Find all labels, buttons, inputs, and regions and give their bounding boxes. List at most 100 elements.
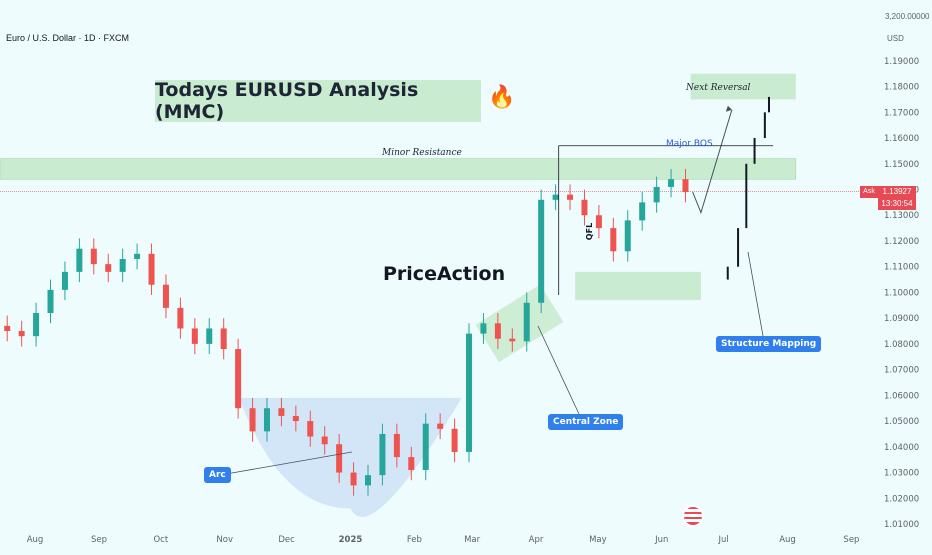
candle-body-47 [668, 179, 675, 187]
candle-body-42 [595, 215, 602, 229]
ask-countdown: 13:30:54 [881, 199, 913, 208]
candle-body-29 [408, 457, 415, 470]
structure-mapping-tag: Structure Mapping [716, 336, 822, 352]
us-flag-icon[interactable] [682, 505, 704, 527]
candle-body-37 [523, 302, 530, 342]
candle-body-41 [581, 199, 588, 216]
candle-body-33 [466, 333, 473, 452]
x-tick-4: Dec [278, 535, 295, 545]
x-tick-12: Aug [779, 535, 796, 545]
y-tick-18: 1.01000 [884, 520, 919, 530]
candle-body-27 [379, 433, 386, 476]
y-tick-15: 1.04000 [884, 443, 919, 453]
central-zone [475, 284, 564, 363]
candle-body-23 [321, 436, 328, 445]
candle-body-32 [451, 428, 458, 452]
candle-body-5 [61, 271, 68, 290]
candle-body-2 [18, 331, 25, 337]
candle-body-12 [162, 284, 169, 308]
candle-body-28 [393, 433, 400, 458]
y-tick-1: 1.18000 [884, 83, 919, 93]
qfl-label: QFL [585, 222, 595, 241]
candle-body-30 [422, 423, 429, 470]
ask-label: Ask [860, 186, 878, 198]
candle-body-38 [538, 199, 545, 303]
candle-body-43 [610, 228, 617, 252]
candle-body-34 [480, 323, 487, 334]
candle-body-20 [278, 408, 285, 416]
x-tick-10: Jun [654, 535, 668, 545]
candle-body-48 [682, 179, 689, 193]
y-tick-11: 1.08000 [884, 340, 919, 350]
candle-body-31 [437, 423, 444, 429]
zone-2 [575, 271, 701, 301]
x-tick-3: Nov [216, 535, 233, 545]
fire-icon: 🔥 [488, 84, 516, 109]
candle-body-44 [624, 220, 631, 252]
x-tick-0: Aug [27, 535, 44, 545]
candle-body-17 [235, 349, 242, 409]
candle-body-19 [263, 408, 270, 432]
y-tick-13: 1.06000 [884, 391, 919, 401]
y-tick-0: 1.19000 [884, 57, 919, 67]
candle-body-15 [206, 328, 213, 344]
minor-resistance-label: Minor Resistance [382, 148, 462, 158]
candle-body-21 [292, 415, 299, 422]
ask-price-tag: 1.13927 13:30:54 [878, 186, 916, 210]
candle-body-13 [177, 307, 184, 329]
x-tick-7: Mar [464, 535, 481, 545]
candle-body-1 [4, 325, 11, 332]
y-tick-16: 1.03000 [884, 469, 919, 479]
central-zone-leader [537, 325, 580, 415]
arc-zone [239, 397, 462, 517]
y-tick-14: 1.05000 [884, 417, 919, 427]
x-tick-9: May [589, 535, 607, 545]
candle-body-11 [148, 253, 155, 285]
x-tick-13: Sep [843, 535, 859, 545]
candle-body-35 [494, 323, 501, 339]
projection-path [692, 109, 733, 215]
y-tick-17: 1.02000 [884, 494, 919, 504]
top-axis-value: 3,200.00000 [885, 12, 930, 21]
candle-body-14 [191, 328, 198, 344]
ask-price: 1.13927 [882, 187, 912, 196]
x-tick-11: Jul [717, 535, 728, 545]
x-tick-2: Oct [153, 535, 168, 545]
major-bos-label: Major BOS [666, 139, 713, 149]
y-tick-9: 1.10000 [884, 288, 919, 298]
y-tick-6: 1.13000 [884, 211, 919, 221]
candle-body-26 [364, 475, 371, 486]
candle-body-8 [105, 264, 112, 272]
candle-body-6 [76, 248, 83, 272]
next-reversal-label: Next Reversal [686, 83, 751, 93]
y-tick-12: 1.07000 [884, 366, 919, 376]
candle-body-16 [220, 328, 227, 350]
candle-body-3 [33, 313, 40, 337]
y-tick-7: 1.12000 [884, 237, 919, 247]
candle-body-36 [509, 338, 516, 342]
x-tick-8: Apr [529, 535, 544, 545]
x-tick-6: Feb [407, 535, 422, 545]
candle-body-45 [639, 202, 646, 221]
candle-body-25 [350, 472, 357, 486]
central-zone-tag: Central Zone [548, 414, 624, 430]
zone-1 [690, 73, 796, 100]
candle-body-10 [134, 253, 141, 259]
y-tick-8: 1.11000 [884, 263, 919, 273]
projection-arrowhead [725, 105, 732, 112]
y-tick-4: 1.15000 [884, 160, 919, 170]
candle-body-4 [47, 289, 54, 314]
analysis-title: Todays EURUSD Analysis (MMC) [155, 79, 419, 123]
candle-body-7 [90, 248, 97, 265]
candle-body-40 [567, 194, 574, 200]
candle-body-24 [336, 444, 343, 473]
x-tick-1: Sep [91, 535, 107, 545]
symbol-title[interactable]: Euro / U.S. Dollar · 1D · FXCM [6, 33, 130, 43]
analysis-title-box: Todays EURUSD Analysis (MMC) [155, 79, 481, 123]
x-tick-5: 2025 [339, 535, 363, 545]
structure-mapping-leader [747, 251, 764, 337]
candle-body-9 [119, 258, 126, 272]
candle-body-46 [653, 186, 660, 203]
